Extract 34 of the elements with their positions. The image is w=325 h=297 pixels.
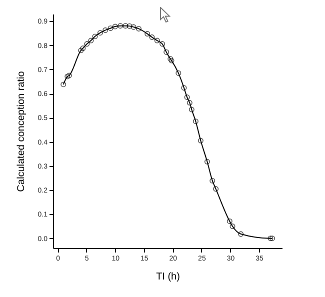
point [92,34,98,40]
point [84,41,90,47]
point [112,24,118,30]
point [164,49,170,55]
point [130,24,136,30]
point [108,25,114,31]
point [213,186,219,192]
point [186,100,192,106]
y-axis-title: Calculated conception ratio [16,70,27,192]
point [144,31,150,37]
point [149,34,155,40]
point [198,138,204,144]
point [192,118,198,124]
point [226,218,232,224]
point [88,38,94,44]
point [154,38,160,44]
point [78,48,84,54]
point [118,23,124,29]
point [176,70,182,76]
point [230,224,236,230]
point [238,231,244,237]
point [188,106,194,112]
point [97,30,103,36]
point [204,158,210,164]
point [126,23,132,29]
point [210,178,216,184]
point [80,46,86,51]
point [102,27,108,33]
point [181,85,187,91]
point [122,23,128,29]
point [184,94,190,100]
x-axis-title: TI (h) [156,272,180,282]
point [160,41,166,47]
point [136,26,142,32]
